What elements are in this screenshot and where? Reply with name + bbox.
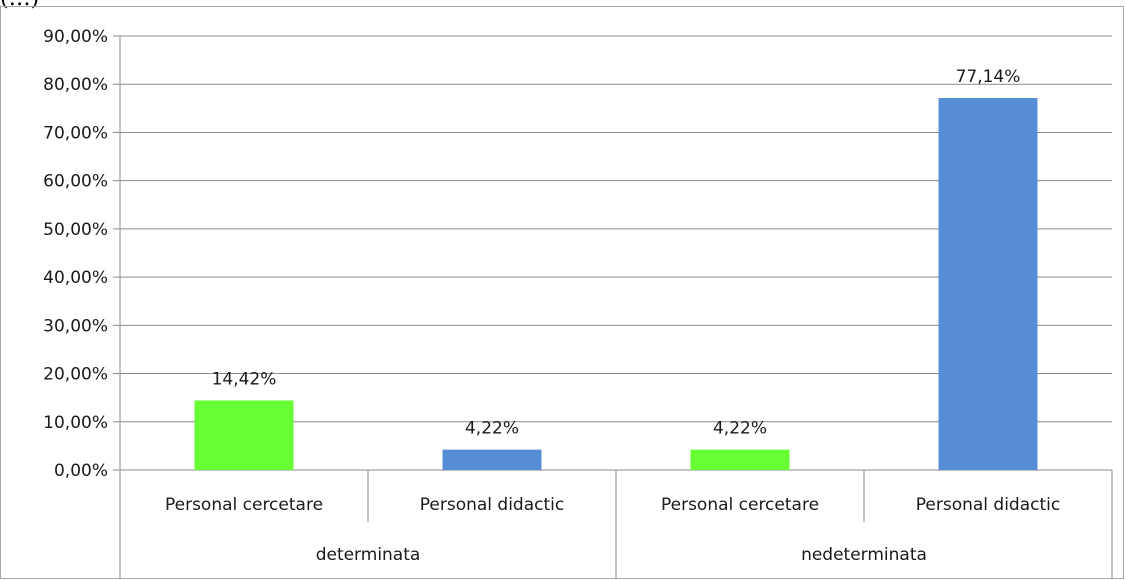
x-category-label: Personal didactic (916, 495, 1060, 515)
data-label: 77,14% (956, 67, 1021, 87)
x-category-label: Personal didactic (420, 495, 564, 515)
x-category-label: Personal cercetare (661, 495, 819, 515)
y-tick-label: 50,00% (43, 220, 108, 240)
y-axis-ticks: 0,00% 10,00% 20,00% 30,00% 40,00% 50,00% 60,00… (43, 27, 108, 481)
chart-border (0, 6, 1124, 579)
y-tick-label: 60,00% (43, 172, 108, 192)
x-group-label: nedeterminata (801, 545, 927, 565)
data-label: 4,22% (713, 419, 767, 439)
bar (194, 400, 294, 470)
y-tick-label: 80,00% (43, 75, 108, 95)
bars (194, 98, 1038, 470)
data-label: 4,22% (465, 419, 519, 439)
y-tick-label: 20,00% (43, 365, 108, 385)
data-label: 14,42% (212, 369, 277, 389)
y-tick-label: 40,00% (43, 268, 108, 288)
data-labels: 14,42% 4,22% 4,22% 77,14% (212, 67, 1021, 439)
x-category-label: Personal cercetare (165, 495, 323, 515)
x-group-label: determinata (316, 545, 421, 565)
y-tick-label: 70,00% (43, 123, 108, 143)
y-tick-label: 0,00% (54, 461, 108, 481)
y-tick-label: 10,00% (43, 413, 108, 433)
truncated-top-text: (…) (0, 0, 39, 11)
y-tick-label: 30,00% (43, 316, 108, 336)
x-axis: Personal cercetare Personal didactic Perso… (119, 470, 1113, 578)
bar (938, 98, 1038, 470)
bar (690, 449, 790, 470)
bar (442, 449, 542, 470)
y-tick-label: 90,00% (43, 27, 108, 47)
